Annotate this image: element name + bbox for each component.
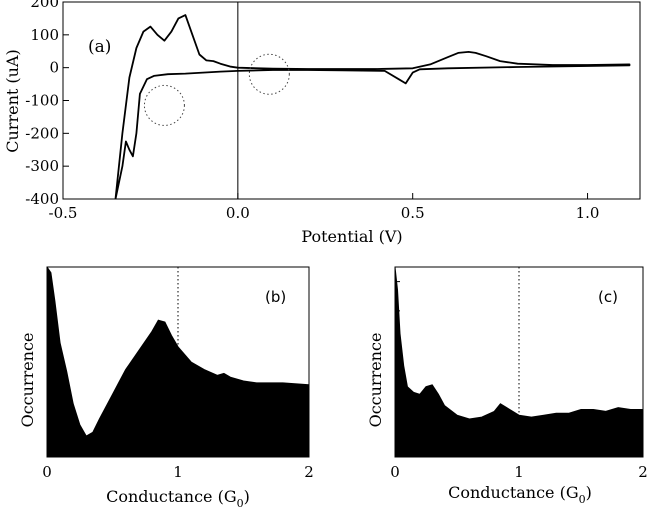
x-axis-title-main: Conductance (G [448,483,579,502]
x-tick-label: 2 [638,463,647,481]
y-tick-label: -400 [25,190,59,208]
panel-label: (a) [88,37,111,57]
x-axis-title: Conductance (G0) [106,487,250,510]
y-axis-title: Occurrence [18,333,37,428]
x-axis-title-main: Conductance (G [106,487,237,506]
x-axis-title-end: ) [586,483,592,502]
histogram-area [47,267,309,457]
plot-frame [62,1,641,200]
x-tick-label: 0.5 [401,204,425,222]
y-tick-label: -300 [25,157,59,175]
panel-label: (b) [265,288,286,306]
y-tick-label: -200 [25,124,59,142]
y-tick-label: -100 [25,92,59,110]
cv-series-line [114,14,631,199]
x-axis-title: Potential (V) [301,227,402,246]
x-axis-title-subscript: 0 [579,493,586,506]
y-axis-title: Occurrence [366,333,385,428]
x-tick-label: 2 [304,463,314,481]
cyclic-voltammogram-panel: -0.5 0.0 0.5 1.0 -400 -300 -200 -100 0 100 200 (a)… [3,0,641,246]
x-tick-label: 1.0 [576,204,600,222]
panel-label: (c) [598,288,618,306]
x-tick-label: 1 [514,463,524,481]
x-tick-label: 0 [42,463,52,481]
x-tick-label: -0.5 [49,204,78,222]
highlight-circle [143,84,185,126]
y-tick-label: 0 [49,59,59,77]
highlight-circle [248,53,290,95]
histogram-area [395,267,643,457]
x-axis-title: Conductance (G0) [448,483,592,506]
y-tick-label: 200 [30,0,59,11]
x-tick-label: 0.0 [226,204,250,222]
x-axis-title-subscript: 0 [237,497,244,510]
y-tick-label: 100 [30,26,59,44]
y-axis-title: Current (uA) [3,49,22,152]
x-tick-label: 0 [390,463,400,481]
x-tick-label: 1 [173,463,183,481]
x-axis-title-end: ) [244,487,250,506]
